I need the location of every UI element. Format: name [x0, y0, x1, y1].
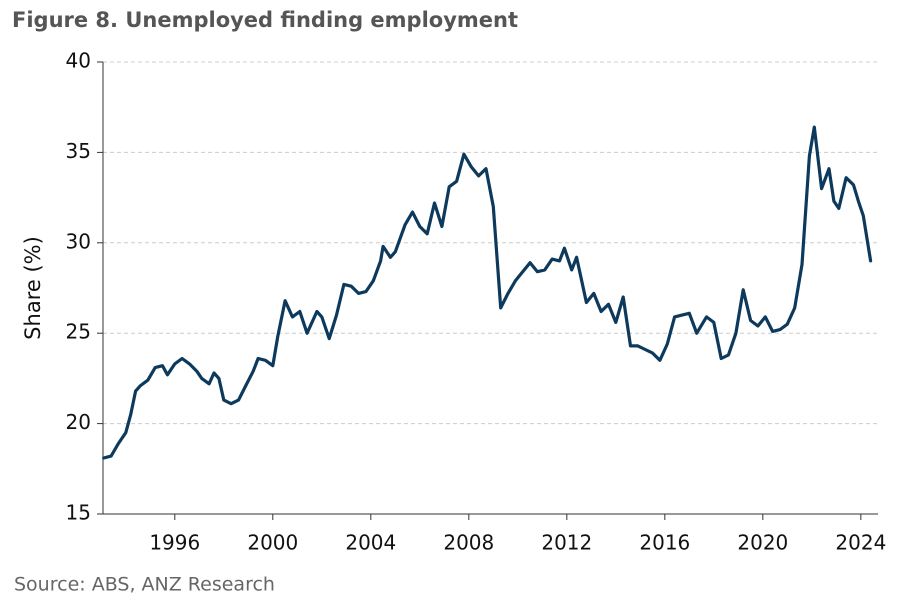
- y-axis-label: Share (%): [21, 236, 45, 340]
- chart-title: Figure 8. Unemployed finding employment: [12, 8, 518, 32]
- x-tick-label: 2024: [835, 531, 886, 555]
- x-tick-label: 1996: [149, 531, 200, 555]
- y-tick-label: 40: [66, 49, 91, 73]
- x-tick-label: 2000: [247, 531, 298, 555]
- x-tick-label: 2020: [737, 531, 788, 555]
- x-tick-label: 2004: [345, 531, 396, 555]
- y-tick-label: 25: [66, 320, 91, 344]
- x-tick-label: 2012: [541, 531, 592, 555]
- y-tick-label: 30: [66, 229, 91, 253]
- data-line: [102, 125, 873, 460]
- x-tick-label: 2008: [443, 531, 494, 555]
- y-tick-label: 35: [66, 139, 91, 163]
- y-tick-label: 15: [66, 501, 91, 525]
- x-tick-label: 2016: [639, 531, 690, 555]
- source-note: Source: ABS, ANZ Research: [14, 574, 275, 596]
- y-tick-label: 20: [66, 410, 91, 434]
